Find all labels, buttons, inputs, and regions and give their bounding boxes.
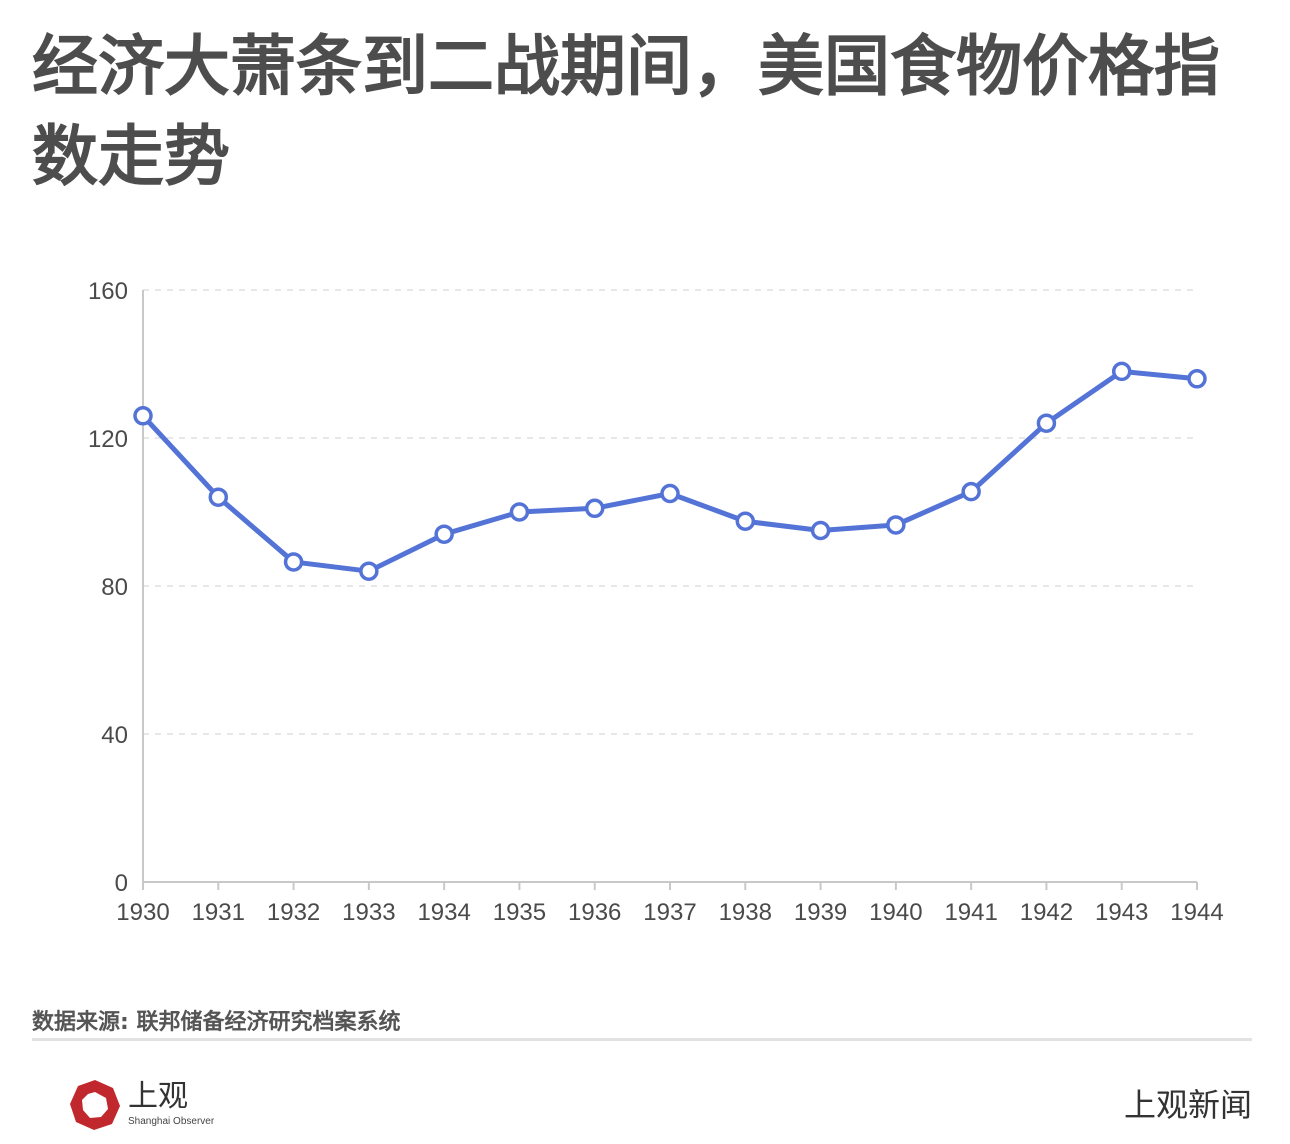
y-tick-label: 0 — [115, 870, 128, 897]
data-point — [283, 552, 304, 572]
y-tick-label: 120 — [88, 426, 128, 453]
logo-mark-icon: 上观 Shanghai Observer — [70, 1079, 215, 1130]
line-chart: 0 40 80 120 160 1930 1931 1932 1933 1934 1935 1936 1… — [88, 278, 1224, 926]
x-tick-label: 1941 — [944, 899, 997, 926]
data-point — [133, 406, 153, 426]
x-tick-label: 1936 — [568, 899, 621, 926]
divider — [32, 1038, 1252, 1041]
axes: 0 40 80 120 160 1930 1931 1932 1933 1934 1935 1936 1… — [88, 278, 1224, 926]
data-point — [961, 481, 981, 502]
x-tick-label: 1937 — [643, 899, 696, 926]
x-tick-label: 1933 — [342, 899, 395, 926]
data-point — [886, 515, 906, 535]
data-point — [810, 520, 831, 541]
brand-name: 上观新闻 — [1123, 1086, 1252, 1124]
y-tick-label: 160 — [88, 278, 128, 305]
data-point — [1036, 413, 1057, 433]
series — [133, 361, 1207, 581]
series-line — [140, 368, 1200, 574]
x-tick-label: 1943 — [1095, 899, 1148, 926]
x-tick-label: 1930 — [116, 899, 169, 926]
data-point — [1111, 361, 1132, 382]
data-point — [584, 498, 605, 519]
x-tick-label: 1942 — [1020, 899, 1073, 926]
x-tick-label: 1935 — [493, 899, 546, 926]
shanghai-observer-logo[interactable]: 上观 Shanghai Observer — [66, 1076, 226, 1132]
data-point — [660, 483, 680, 504]
x-tick-label: 1939 — [794, 899, 847, 926]
data-point — [509, 502, 530, 522]
x-tick-label: 1931 — [192, 899, 245, 926]
y-tick-label: 40 — [101, 722, 128, 749]
x-tick-label: 1944 — [1170, 899, 1223, 926]
data-source-note: 数据来源: 联邦储备经济研究档案系统 — [32, 1010, 401, 1035]
logo-text: 上观 — [128, 1079, 188, 1114]
data-point — [359, 561, 379, 581]
x-tick-label: 1940 — [869, 899, 922, 926]
data-point — [434, 524, 454, 544]
data-point — [1187, 369, 1207, 389]
x-tick-label: 1934 — [417, 899, 470, 926]
y-tick-label: 80 — [101, 574, 128, 601]
x-tick-label: 1932 — [267, 899, 320, 926]
gridlines — [143, 289, 1197, 735]
x-tick-label: 1938 — [719, 899, 772, 926]
logo-subtext: Shanghai Observer — [128, 1116, 215, 1127]
data-point — [735, 511, 756, 531]
data-point — [208, 487, 229, 507]
chart-title: 经济大萧条到二战期间，美国食物价格指数走势 — [32, 28, 1220, 195]
